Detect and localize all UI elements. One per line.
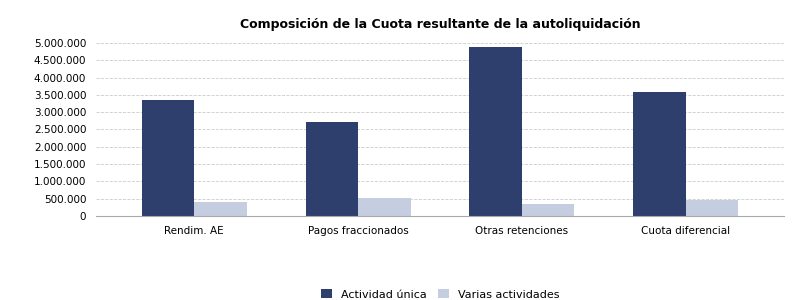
Bar <box>306 122 358 216</box>
Bar <box>634 92 686 216</box>
Bar <box>686 200 738 216</box>
Bar <box>194 202 246 216</box>
Legend: Actividad única, Varias actividades: Actividad única, Varias actividades <box>316 285 564 300</box>
Bar <box>358 198 410 216</box>
Title: Composición de la Cuota resultante de la autoliquidación: Composición de la Cuota resultante de la… <box>240 18 640 31</box>
Bar <box>470 47 522 216</box>
Bar <box>142 100 194 216</box>
Bar <box>522 204 574 216</box>
